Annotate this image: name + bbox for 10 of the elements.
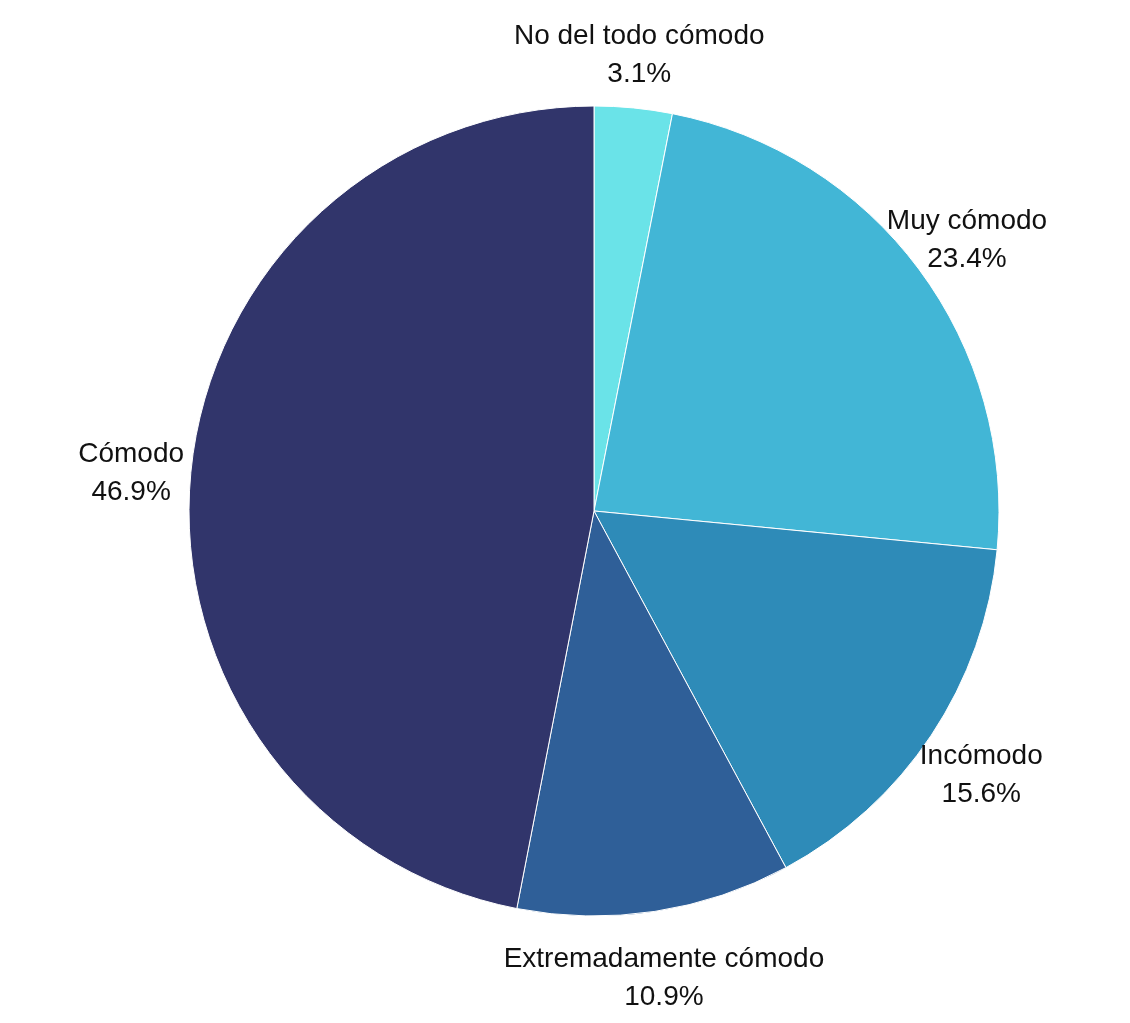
data-label: 3.1% (607, 57, 672, 89)
data-label: 23.4% (927, 242, 1007, 274)
slice-label: No del todo cómodo (513, 19, 765, 51)
slice-label: Extremadamente cómodo (503, 941, 825, 973)
slice-label: Cómodo (78, 437, 185, 469)
data-label: 46.9% (91, 475, 171, 507)
data-label: 15.6% (941, 777, 1021, 809)
slice-label: Muy cómodo (886, 204, 1048, 236)
slice-label: Incómodo (919, 739, 1043, 771)
data-label: 10.9% (624, 979, 704, 1011)
